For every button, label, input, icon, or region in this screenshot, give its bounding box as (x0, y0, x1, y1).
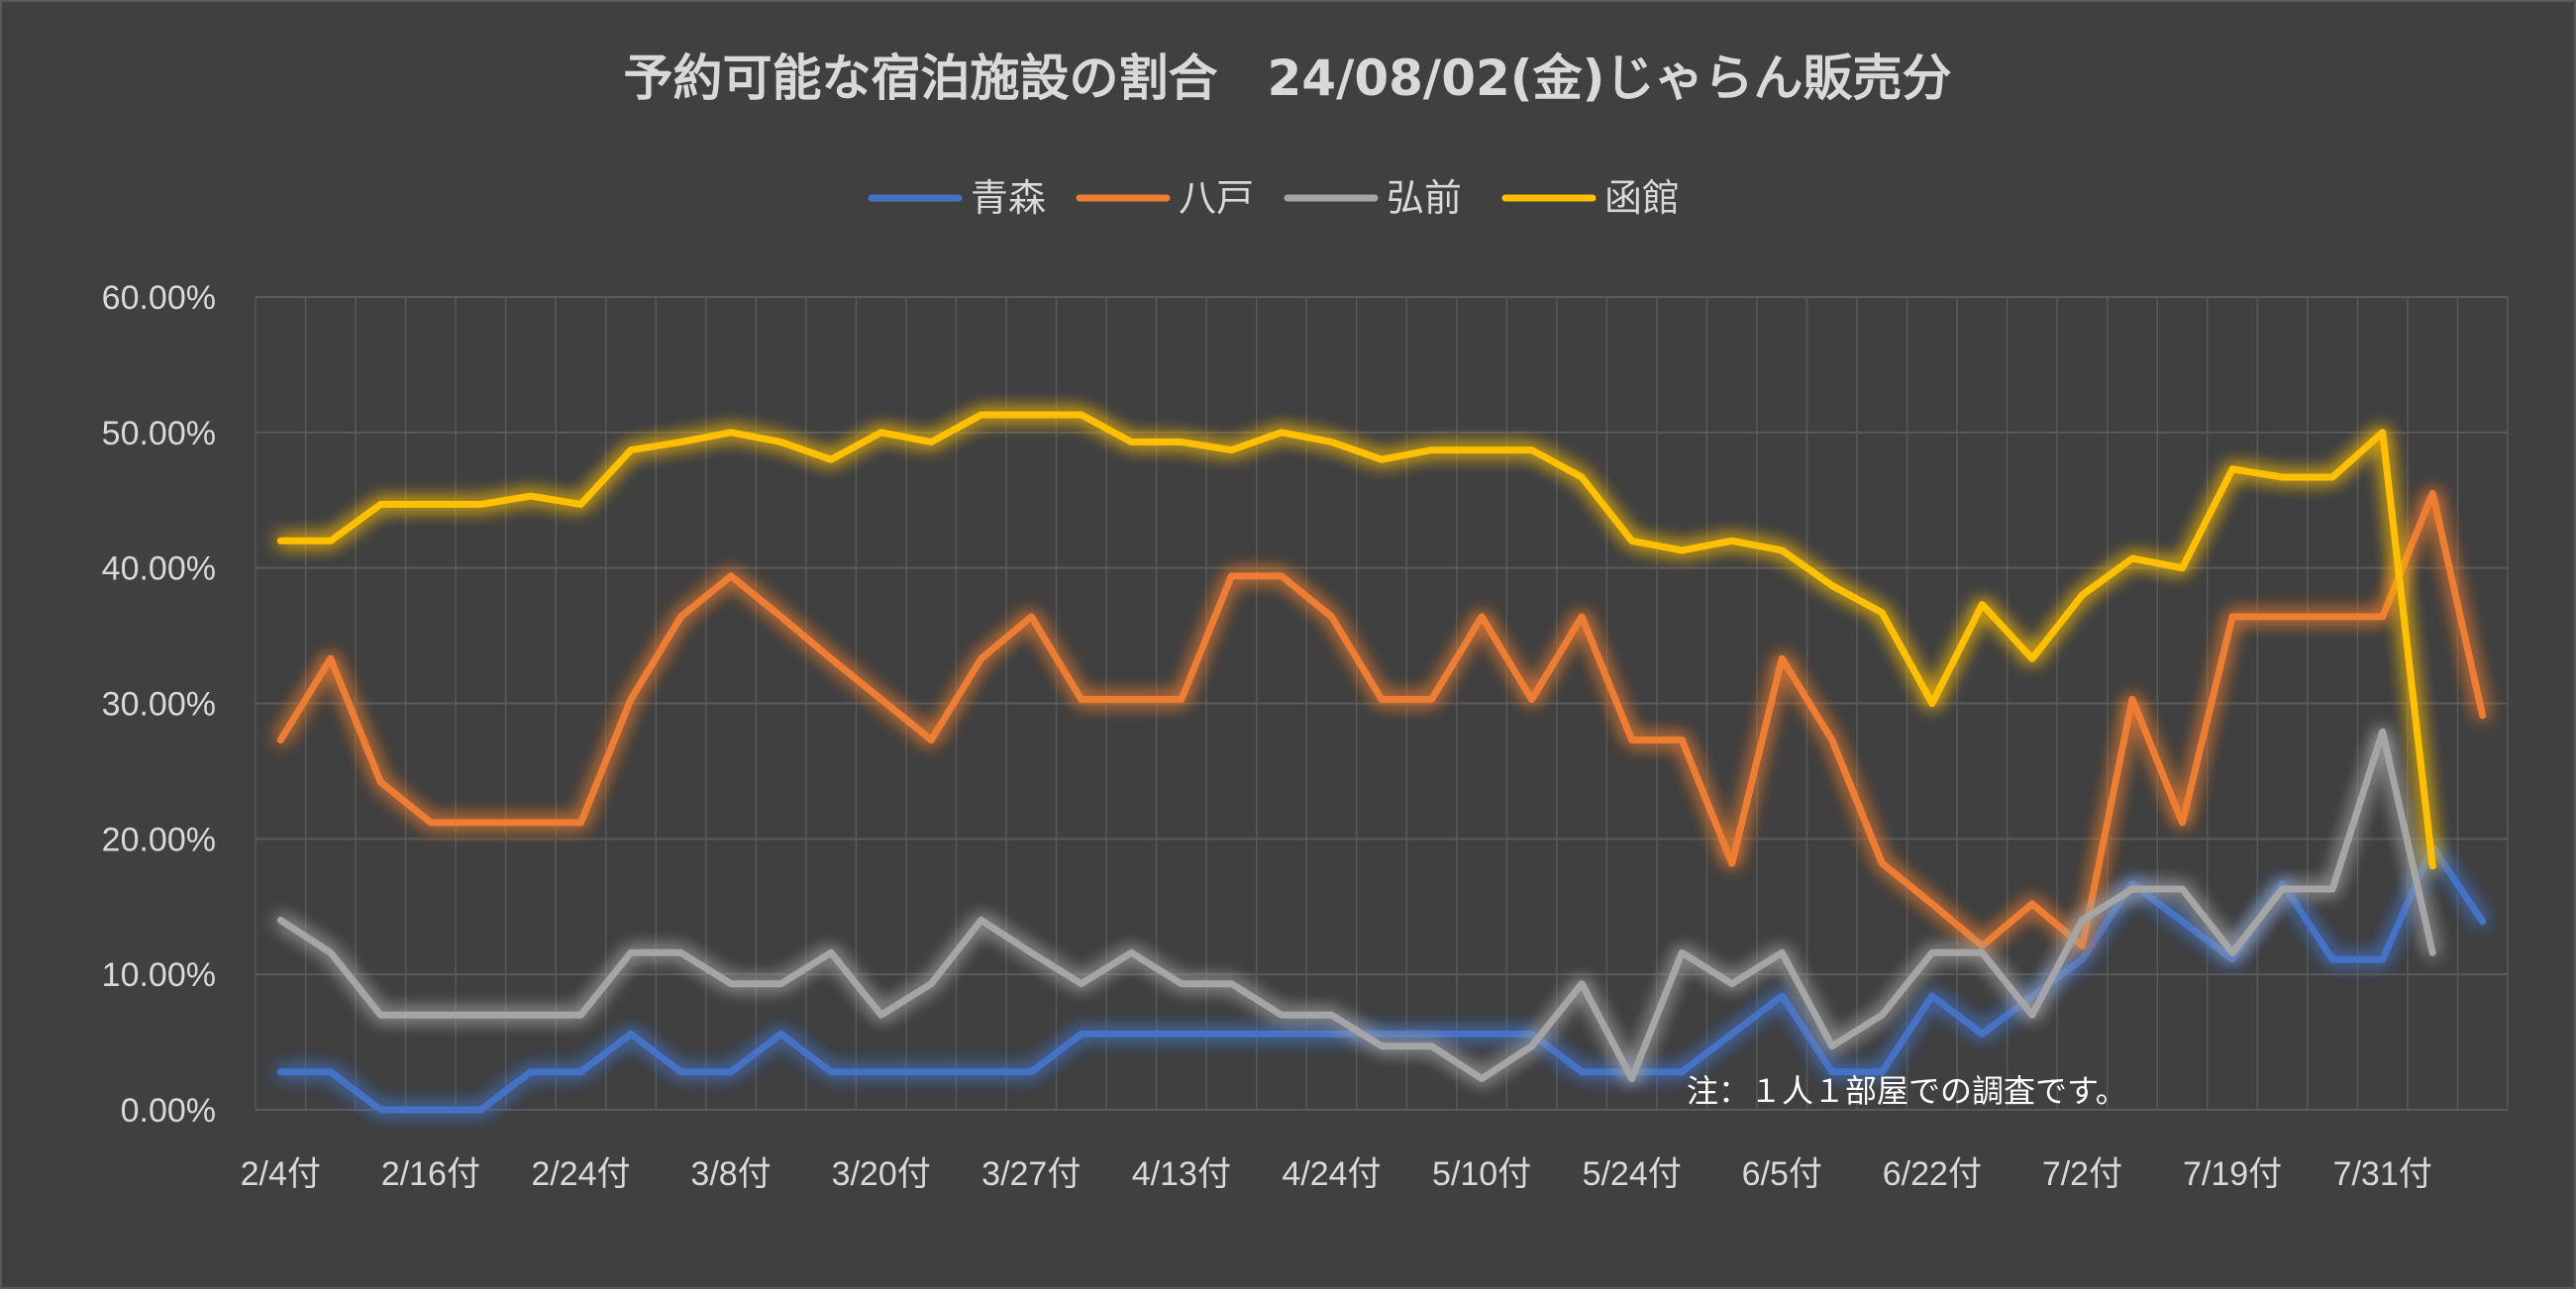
series-4 (276, 411, 2436, 870)
series-3 (276, 728, 2436, 1082)
x-tick-label: 3/27付 (981, 1155, 1081, 1193)
x-tick-label: 7/19付 (2183, 1155, 2282, 1193)
x-tick-label: 3/8付 (690, 1155, 771, 1193)
legend-item: 函館 (1501, 176, 1680, 220)
series-1 (276, 843, 2487, 1114)
series-line (276, 843, 2487, 1114)
legend-item: 青森 (868, 176, 1046, 220)
series-line (276, 728, 2436, 1082)
chart-title: 予約可能な宿泊施設の割合 24/08/02(金)じゃらん販売分 (624, 50, 1952, 107)
y-tick-label: 60.00% (102, 279, 216, 317)
series-2 (276, 489, 2487, 949)
x-tick-label: 4/13付 (1132, 1155, 1231, 1193)
gridlines (255, 296, 2509, 1111)
legend-item: 八戸 (1076, 176, 1254, 220)
x-tick-label: 2/16付 (381, 1155, 480, 1193)
y-tick-label: 50.00% (102, 415, 216, 452)
x-tick-label: 5/24付 (1583, 1155, 1682, 1193)
series-line (276, 489, 2487, 949)
x-tick-label: 5/10付 (1432, 1155, 1531, 1193)
legend-label: 函館 (1604, 176, 1680, 220)
x-axis: 2/4付 2/16付 2/24付 3/8付 3/20付 3/27付 4/13付 4/24付 5/… (241, 1155, 2432, 1193)
series-line (276, 411, 2436, 870)
y-tick-label: 30.00% (102, 686, 216, 724)
y-tick-label: 10.00% (102, 956, 216, 994)
y-tick-label: 40.00% (102, 550, 216, 588)
x-tick-label: 7/2付 (2042, 1155, 2122, 1193)
y-tick-label: 20.00% (102, 821, 216, 858)
legend-label: 弘前 (1387, 176, 1462, 220)
x-tick-label: 2/4付 (241, 1155, 321, 1193)
series-layer (276, 411, 2487, 1114)
x-tick-label: 4/24付 (1282, 1155, 1381, 1193)
x-tick-label: 6/22付 (1883, 1155, 1982, 1193)
x-tick-label: 3/20付 (832, 1155, 931, 1193)
legend: 青森 八戸 弘前 函館 (868, 176, 1680, 220)
y-tick-label: 0.00% (121, 1092, 216, 1130)
x-tick-label: 7/31付 (2333, 1155, 2432, 1193)
legend-item: 弘前 (1284, 176, 1462, 220)
x-tick-label: 6/5付 (1742, 1155, 1822, 1193)
x-tick-label: 2/24付 (531, 1155, 630, 1193)
legend-label: 青森 (971, 176, 1046, 220)
legend-label: 八戸 (1179, 176, 1254, 220)
y-axis: 0.00% 10.00% 20.00% 30.00% 40.00% 50.00% 60.00… (102, 279, 216, 1130)
survey-note: 注：１人１部屋での調査です。 (1687, 1072, 2127, 1110)
